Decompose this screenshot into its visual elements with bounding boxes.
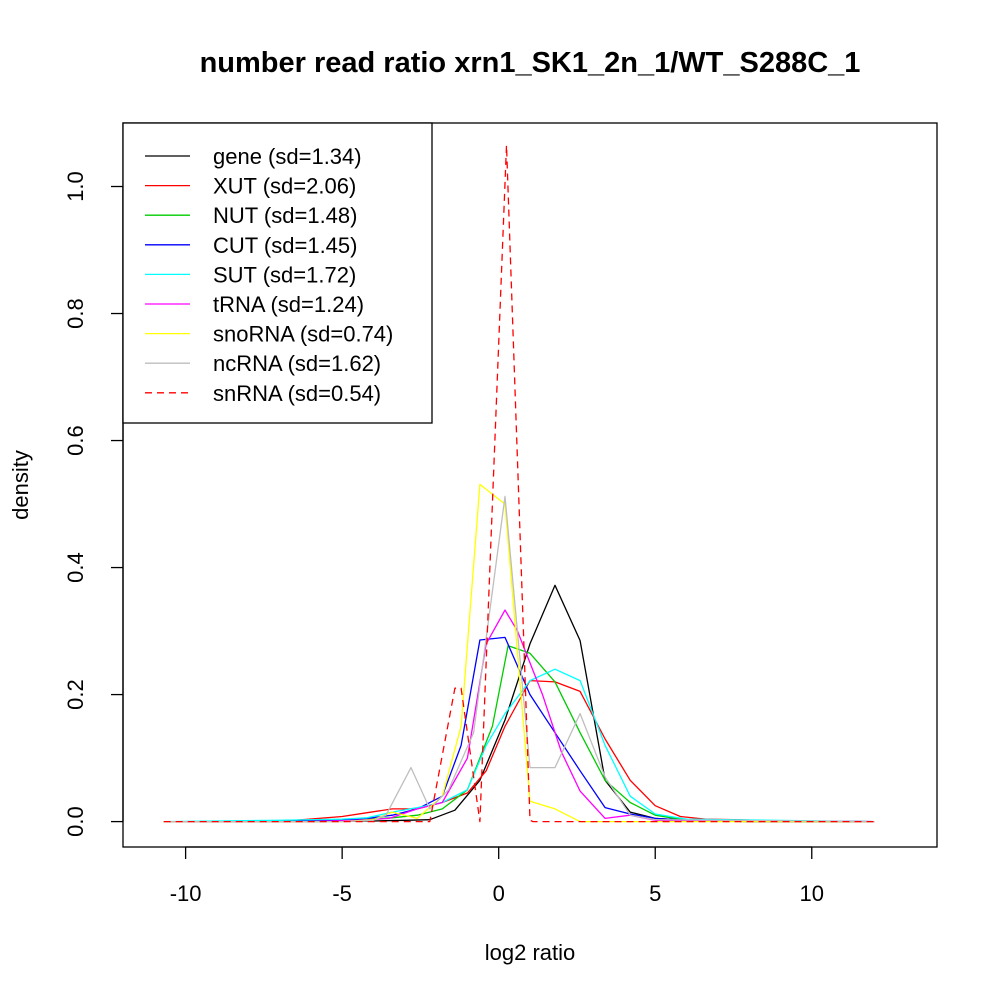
legend-label: snRNA (sd=0.54): [213, 381, 381, 406]
legend: gene (sd=1.34) XUT (sd=2.06) NUT (sd=1.48)…: [122, 122, 433, 424]
series-line-5: [163, 609, 875, 823]
legend-label: ncRNA (sd=1.62): [213, 351, 381, 376]
legend-label: gene (sd=1.34): [213, 144, 362, 169]
y-axis-label: density: [8, 450, 33, 520]
series-line-0: [163, 584, 875, 823]
y-tick-label: 0.6: [63, 425, 88, 456]
series-line-3: [163, 636, 875, 823]
y-tick-label: 0.4: [63, 552, 88, 583]
y-tick-label: 1.0: [63, 171, 88, 202]
x-tick-label: -10: [170, 881, 202, 906]
legend-label: tRNA (sd=1.24): [213, 292, 364, 317]
legend-label: NUT (sd=1.48): [213, 203, 357, 228]
legend-label: CUT (sd=1.45): [213, 233, 357, 258]
series-line-1: [163, 679, 875, 823]
y-axis: 0.0 0.2 0.4 0.6 0.8 1.0: [63, 171, 124, 837]
series-line-8: [163, 144, 875, 823]
x-tick-label: 10: [800, 881, 824, 906]
x-axis: -10 -5 0 5 10: [170, 846, 824, 906]
legend-box: [122, 122, 433, 424]
series-line-7: [163, 495, 875, 823]
legend-label: snoRNA (sd=0.74): [213, 322, 393, 347]
x-tick-label: 0: [493, 881, 505, 906]
series-group: [163, 144, 875, 823]
y-tick-label: 0.0: [63, 806, 88, 837]
x-axis-label: log2 ratio: [485, 940, 576, 965]
x-tick-label: -5: [332, 881, 352, 906]
series-line-4: [163, 668, 875, 823]
chart-title: number read ratio xrn1_SK1_2n_1/WT_S288C…: [200, 47, 861, 79]
x-tick-label: 5: [649, 881, 661, 906]
y-tick-label: 0.2: [63, 679, 88, 710]
legend-label: XUT (sd=2.06): [213, 174, 356, 199]
legend-label: SUT (sd=1.72): [213, 262, 356, 287]
y-tick-label: 0.8: [63, 298, 88, 329]
